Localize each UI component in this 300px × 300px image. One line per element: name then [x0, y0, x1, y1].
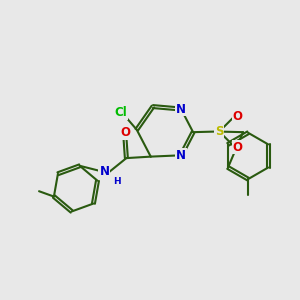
- Text: S: S: [215, 125, 224, 138]
- Text: N: N: [99, 165, 110, 178]
- Text: O: O: [120, 126, 130, 139]
- Text: N: N: [176, 149, 186, 162]
- Text: H: H: [113, 177, 121, 186]
- Text: O: O: [233, 110, 243, 123]
- Text: Cl: Cl: [114, 106, 127, 119]
- Text: O: O: [233, 140, 243, 154]
- Text: N: N: [176, 103, 186, 116]
